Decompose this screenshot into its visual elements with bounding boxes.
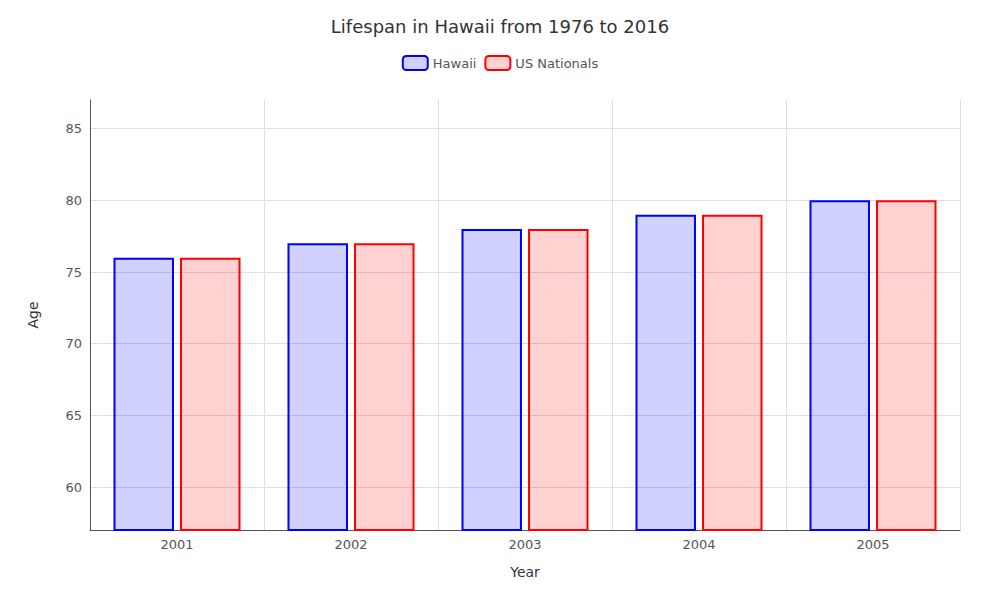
svg-text:2004: 2004: [682, 537, 715, 552]
svg-text:Year: Year: [509, 564, 540, 580]
svg-text:Hawaii: Hawaii: [433, 56, 477, 71]
svg-text:US Nationals: US Nationals: [515, 56, 598, 71]
svg-text:Lifespan in Hawaii from 1976 t: Lifespan in Hawaii from 1976 to 2016: [331, 16, 669, 37]
svg-text:2005: 2005: [856, 537, 889, 552]
svg-text:65: 65: [65, 408, 82, 423]
svg-text:2002: 2002: [334, 537, 367, 552]
svg-text:2003: 2003: [508, 537, 541, 552]
svg-text:85: 85: [65, 121, 82, 136]
svg-text:2001: 2001: [160, 537, 193, 552]
svg-text:75: 75: [65, 265, 82, 280]
svg-text:Age: Age: [25, 301, 41, 328]
svg-text:60: 60: [65, 480, 82, 495]
svg-text:80: 80: [65, 193, 82, 208]
svg-text:70: 70: [65, 336, 82, 351]
